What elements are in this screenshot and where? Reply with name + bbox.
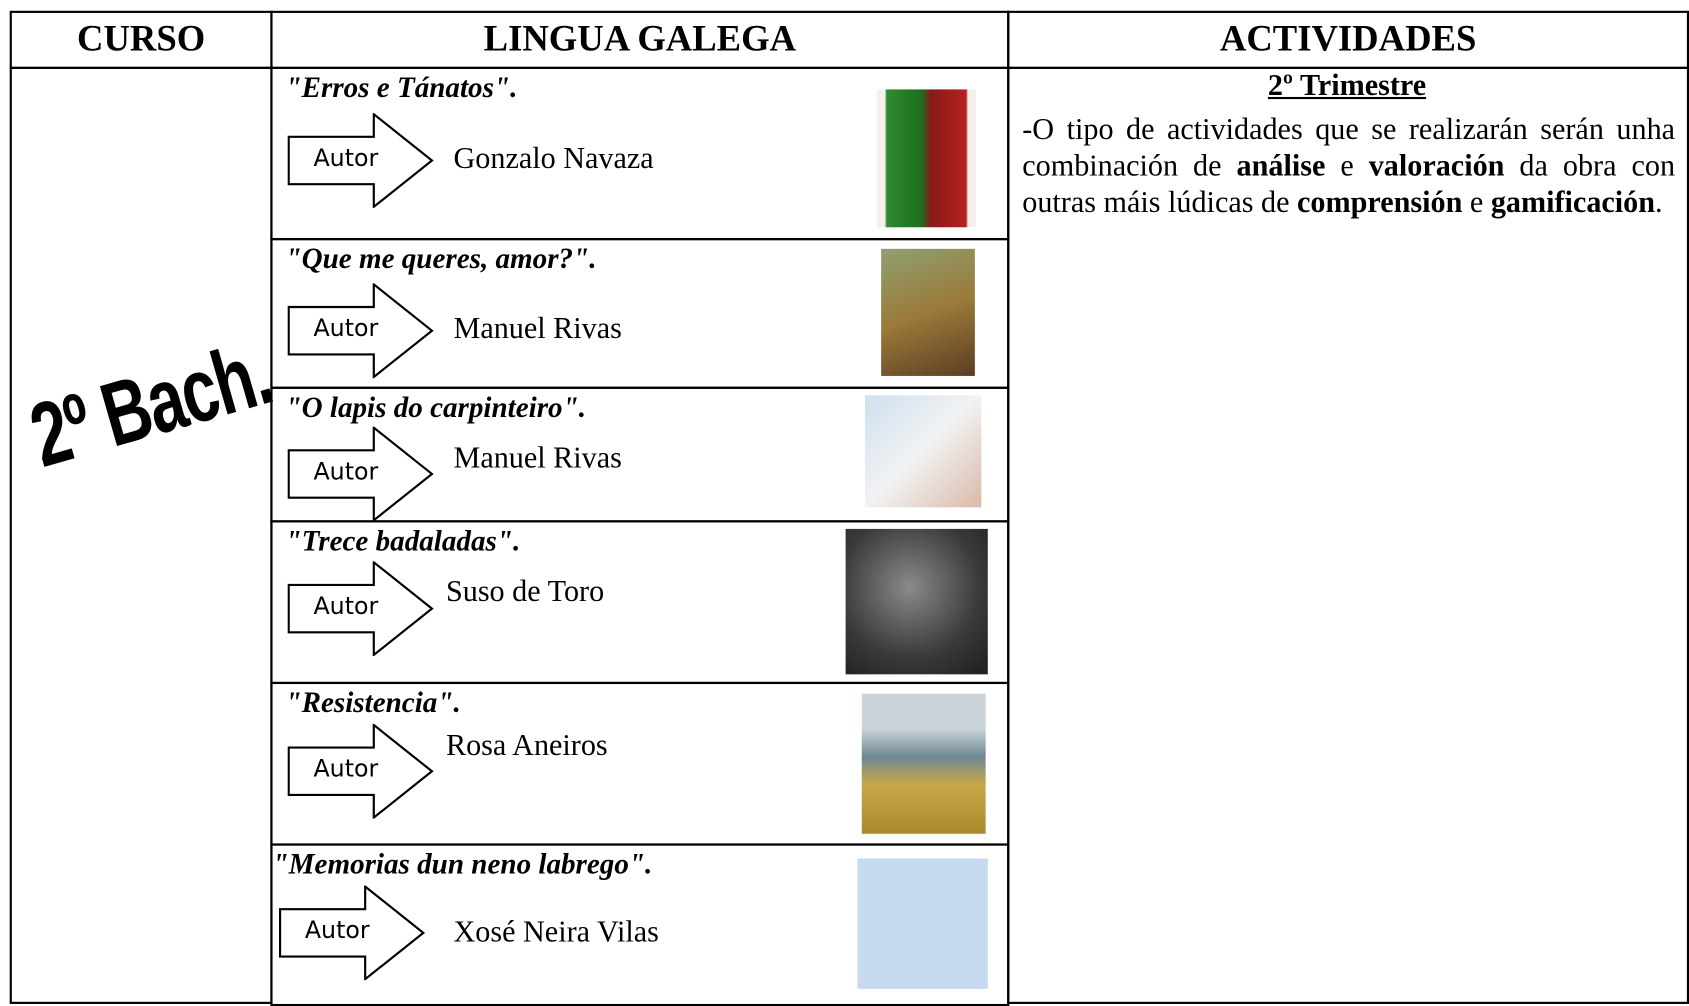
author-label: Autor (304, 917, 370, 945)
arrow: Autor (287, 561, 434, 657)
text-run: e (1325, 149, 1369, 184)
book-title: "Erros e Tánatos". (285, 71, 518, 104)
book-title: "O lapis do carpinteiro". (285, 391, 586, 424)
book-cover (881, 248, 975, 376)
author-name: Manuel Rivas (453, 441, 622, 476)
author-name: Suso de Toro (445, 575, 605, 609)
arrow: Autor (278, 885, 426, 981)
arrow: Autor (287, 283, 434, 379)
arrow: Autor (287, 723, 434, 819)
text-run: e (1462, 186, 1491, 220)
course-cell (9, 66, 273, 1004)
book-cover (857, 858, 988, 989)
book-title: "Que me queres, amor?". (285, 242, 597, 275)
author-label: Autor (313, 145, 379, 173)
book-title: "Trece badaladas". (285, 524, 521, 557)
book-cover (861, 693, 986, 834)
book-cover (876, 89, 976, 228)
activities-text: -O tipo de actividades que se realizarán… (1022, 112, 1675, 222)
author-label: Autor (313, 593, 379, 621)
header-cell: CURSO (9, 10, 273, 69)
author-name: Gonzalo Navaza (453, 142, 654, 176)
book-cover (845, 528, 988, 675)
author-label: Autor (313, 315, 379, 343)
author-name: Manuel Rivas (453, 312, 622, 346)
book-title: "Memorias dun neno labrego". (272, 847, 653, 881)
author-name: Xosé Neira Vilas (453, 915, 659, 950)
activities-heading: 2º Trimestre (1267, 68, 1427, 103)
author-name: Rosa Aneiros (445, 729, 608, 763)
author-label: Autor (313, 458, 379, 486)
header-cell: LINGUA GALEGA (270, 10, 1010, 69)
text-run: -O tipo de actividades que se realizarán… (1022, 113, 1676, 184)
book-cover (864, 395, 982, 508)
book-title: "Resistencia". (285, 686, 461, 719)
text-run: análise (1236, 149, 1326, 184)
text-run: comprensión (1297, 186, 1463, 220)
text-run: valoración (1368, 149, 1505, 184)
text-run: da obra con outras máis lúdicas de (1022, 149, 1676, 220)
text-run: . (1655, 186, 1663, 220)
text-run: gamificación (1490, 186, 1656, 220)
arrow: Autor (287, 426, 434, 522)
arrow: Autor (287, 113, 434, 208)
header-cell: ACTIVIDADES (1007, 10, 1689, 69)
author-label: Autor (313, 756, 379, 784)
